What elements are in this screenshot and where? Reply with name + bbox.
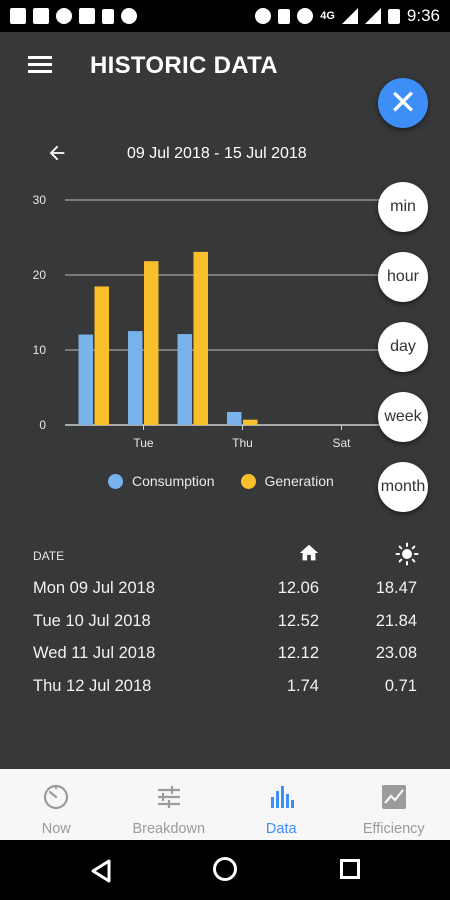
zoom-hour-button[interactable]: hour <box>378 252 428 302</box>
data-table: DATE Mon 09 Jul 2018 12.06 18.47 Tue 10 Jul… <box>0 542 450 702</box>
toolbar: HISTORIC DATA <box>0 32 450 100</box>
zoom-week-button[interactable]: week <box>378 392 428 442</box>
nav-item-now[interactable]: Now <box>0 769 113 840</box>
nav-item-label: Efficiency <box>362 821 425 837</box>
legend-label: Consumption <box>132 473 215 489</box>
signal-icon <box>341 8 358 24</box>
x-tick-label: Sat <box>332 436 351 450</box>
house-icon <box>299 544 319 561</box>
row-date: Wed 11 Jul 2018 <box>33 644 156 663</box>
nav-item-breakdown[interactable]: Breakdown <box>113 769 226 840</box>
nav-item-label: Breakdown <box>132 821 206 837</box>
system-navigation-bar <box>0 840 450 900</box>
generation-bar-thu[interactable] <box>243 419 258 425</box>
legend-swatch <box>240 473 256 489</box>
table-body: Mon 09 Jul 2018 12.06 18.47 Tue 10 Jul 2018… <box>0 572 450 702</box>
nav-item-data[interactable]: Data <box>225 769 338 840</box>
vibrate-icon <box>278 8 291 24</box>
y-tick-label: 0 <box>39 418 46 432</box>
consumption-bar-wed[interactable] <box>177 334 193 425</box>
nav-item-label: Now <box>41 821 71 837</box>
clock-icon <box>42 783 70 821</box>
x-tick-label: Thu <box>232 436 253 450</box>
table-header: DATE <box>0 542 450 572</box>
network-type: 4G <box>320 10 335 22</box>
page-title: HISTORIC DATA <box>90 52 278 79</box>
system-home-icon[interactable] <box>213 857 237 881</box>
row-generation: 21.84 <box>375 611 417 630</box>
row-consumption: 12.12 <box>277 644 319 663</box>
battery-icon <box>387 8 400 24</box>
hotspot-icon <box>255 8 272 24</box>
date-range-label: 09 Jul 2018 - 15 Jul 2018 <box>127 145 307 162</box>
row-date: Thu 12 Jul 2018 <box>33 676 152 695</box>
app-content: HISTORIC DATA ✕ 09 Jul 2018 - 15 Jul 201… <box>0 32 450 769</box>
sun-icon <box>395 542 419 566</box>
image-icon <box>33 8 49 24</box>
row-consumption: 12.52 <box>277 611 319 630</box>
row-generation: 18.47 <box>375 579 417 597</box>
row-date: Mon 09 Jul 2018 <box>33 579 156 597</box>
generation-bar-wed[interactable] <box>193 251 209 425</box>
sd-card-icon <box>102 8 114 24</box>
facebook-icon <box>10 8 26 24</box>
zoom-day-button[interactable]: day <box>378 322 428 372</box>
nav-item-label: Data <box>265 821 297 837</box>
consumption-bar-thu[interactable] <box>227 411 242 425</box>
close-zoom-menu-button[interactable]: ✕ <box>378 78 428 128</box>
no-signal-icon <box>364 8 381 24</box>
legend-item-consumption[interactable]: Consumption <box>108 473 215 489</box>
bar-chart-icon <box>267 783 295 821</box>
status-bar-notifications <box>10 8 137 24</box>
zoom-month-button[interactable]: month <box>378 462 428 512</box>
date-range-row: 09 Jul 2018 - 15 Jul 2018 <box>0 140 450 170</box>
generation-bar-tue[interactable] <box>144 261 159 425</box>
status-bar-system: 4G 9:36 <box>255 6 440 26</box>
table-row[interactable]: Tue 10 Jul 2018 12.52 21.84 <box>0 605 450 638</box>
historic-bar-chart: 0 10 20 30 Tue Thu Sat <box>33 193 418 450</box>
zoom-min-button[interactable]: min <box>378 182 428 232</box>
system-back-icon[interactable] <box>90 859 112 883</box>
y-tick-label: 20 <box>33 268 47 282</box>
twitter-icon <box>79 8 95 24</box>
trend-chart-icon <box>380 783 408 821</box>
consumption-bar-tue[interactable] <box>128 331 143 425</box>
alarm-icon <box>297 8 314 24</box>
table-row[interactable]: Wed 11 Jul 2018 12.12 23.08 <box>0 637 450 670</box>
generation-bar-mon[interactable] <box>94 286 110 425</box>
y-tick-label: 30 <box>33 193 47 207</box>
row-consumption: 12.06 <box>277 579 319 597</box>
phone-icon <box>121 8 137 24</box>
status-bar: 4G 9:36 <box>0 0 450 32</box>
row-date: Tue 10 Jul 2018 <box>33 611 151 630</box>
legend-item-generation[interactable]: Generation <box>240 473 334 489</box>
consumption-bar-mon[interactable] <box>78 334 94 425</box>
chart-legend: Consumption Generation <box>108 473 360 489</box>
row-generation: 0.71 <box>384 676 417 695</box>
table-row[interactable]: Thu 12 Jul 2018 1.74 0.71 <box>0 670 450 703</box>
location-icon <box>56 8 72 24</box>
clock-time: 9:36 <box>406 6 440 25</box>
sliders-icon <box>155 783 183 821</box>
bottom-navigation: Now Breakdown Data Efficiency <box>0 769 450 840</box>
nav-item-efficiency[interactable]: Efficiency <box>338 769 450 840</box>
system-recents-icon[interactable] <box>340 859 360 879</box>
row-generation: 23.08 <box>375 644 417 663</box>
row-consumption: 1.74 <box>286 676 319 695</box>
table-row[interactable]: Mon 09 Jul 2018 12.06 18.47 <box>0 572 450 605</box>
menu-icon[interactable] <box>28 56 52 74</box>
y-tick-label: 10 <box>33 343 47 357</box>
legend-swatch <box>108 473 123 489</box>
x-tick-label: Tue <box>133 436 154 450</box>
legend-label: Generation <box>264 473 334 489</box>
date-column-header: DATE <box>33 549 65 563</box>
back-arrow-icon[interactable] <box>46 142 68 170</box>
